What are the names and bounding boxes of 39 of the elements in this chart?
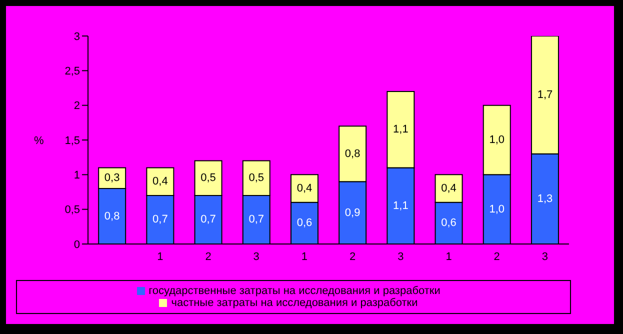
legend-label: частные затраты на исследования и разработки bbox=[171, 297, 418, 309]
data-label: 0,3 bbox=[104, 172, 120, 184]
y-tick-label: 0,5 bbox=[64, 204, 80, 216]
x-tick-label: 2 bbox=[494, 250, 500, 263]
y-tick-label: 2,5 bbox=[64, 66, 80, 78]
data-label: 1,7 bbox=[537, 88, 553, 101]
x-tick-label: 3 bbox=[398, 250, 404, 263]
data-label: 1,1 bbox=[393, 124, 408, 136]
y-tick-label: 1,5 bbox=[64, 134, 80, 147]
data-label: 0,4 bbox=[152, 176, 168, 188]
y-tick-label: 1 bbox=[74, 170, 80, 182]
data-label: 1,0 bbox=[489, 134, 505, 146]
data-label: 0,9 bbox=[344, 206, 360, 219]
x-tick-label: 3 bbox=[253, 250, 260, 263]
data-label: 0,5 bbox=[200, 172, 216, 184]
y-axis-title: % bbox=[34, 134, 44, 147]
data-label: 0,4 bbox=[441, 182, 456, 195]
legend-label: государственные затраты на исследования и разработки bbox=[148, 285, 440, 297]
data-label: 0,4 bbox=[296, 182, 312, 195]
x-tick-label: 1 bbox=[446, 250, 452, 263]
data-label: 1,0 bbox=[489, 203, 505, 216]
x-tick-label: 3 bbox=[542, 250, 548, 263]
x-tick-label: 2 bbox=[349, 250, 356, 263]
y-tick-label: 0 bbox=[74, 238, 80, 251]
data-label: 1,3 bbox=[537, 192, 553, 205]
data-label: 0,5 bbox=[248, 172, 264, 184]
data-label: 0,7 bbox=[152, 214, 168, 226]
data-label: 0,6 bbox=[441, 217, 456, 230]
data-label: 0,8 bbox=[344, 148, 360, 160]
data-label: 1,1 bbox=[393, 200, 408, 212]
x-tick-label: 2 bbox=[205, 250, 212, 263]
y-tick-label: 2 bbox=[74, 100, 80, 112]
data-label: 0,8 bbox=[104, 210, 120, 222]
data-label: 0,7 bbox=[248, 214, 264, 226]
x-tick-label: 1 bbox=[301, 250, 308, 263]
data-label: 0,7 bbox=[200, 214, 216, 226]
data-label: 0,6 bbox=[296, 217, 312, 230]
x-tick-label: 1 bbox=[157, 250, 164, 263]
y-tick-label: 3 bbox=[74, 30, 80, 43]
